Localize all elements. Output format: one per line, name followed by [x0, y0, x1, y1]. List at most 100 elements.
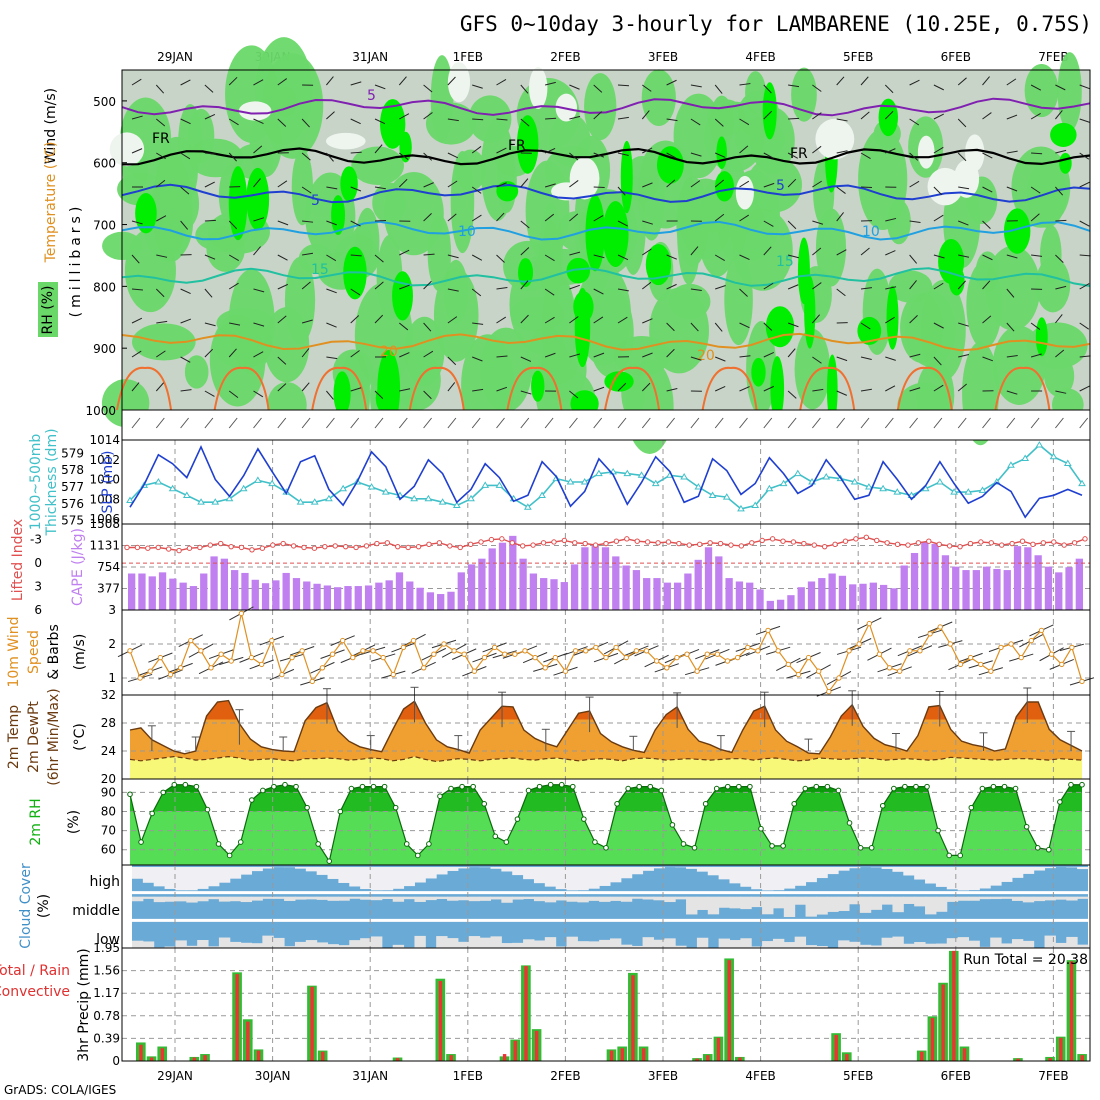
wind10-point [603, 654, 609, 661]
li-point [457, 544, 463, 551]
li-point [759, 537, 765, 544]
rh-blob [588, 287, 634, 378]
y-tick-slp: 1012 [89, 453, 120, 467]
cloud-low-clear [1066, 936, 1078, 948]
rh-point [713, 785, 720, 792]
wind10-point [694, 668, 700, 674]
cloud-high-clear [599, 867, 611, 886]
rh-point [614, 801, 620, 807]
wind10-point [633, 648, 640, 654]
rh-point [1001, 783, 1008, 790]
cloud-mid-clear [240, 896, 252, 903]
cloud-low-clear [903, 943, 915, 948]
y-tick-slp: 1010 [89, 473, 120, 487]
axis-label: 2m Temp [6, 705, 22, 769]
rh-blob-bright [826, 354, 838, 425]
credit-text: GrADS: COLA/IGES [4, 1083, 116, 1097]
cloud-mid-clear [729, 896, 741, 909]
cloud-low-clear [371, 936, 383, 948]
rh-point [902, 783, 908, 790]
wind-barb [398, 76, 407, 86]
rh-point [625, 785, 631, 792]
y-tick-li: 3 [34, 580, 42, 594]
wind-barb [642, 182, 653, 188]
cape-bar [261, 583, 270, 610]
rh-point [293, 783, 299, 790]
rh-point [149, 810, 155, 817]
cloud-mid-clear [1066, 896, 1078, 901]
wind-barb [836, 356, 848, 362]
cloud-mid-clear [718, 896, 730, 908]
cloud-low-clear [935, 943, 948, 948]
wind-barb [399, 284, 410, 290]
rh-blob-bright [573, 291, 594, 323]
wind-barb [714, 84, 723, 94]
cloud-mid-clear [186, 896, 198, 903]
li-point [998, 542, 1005, 548]
cloud-high-clear [610, 867, 622, 883]
point [538, 491, 546, 498]
cape-bar [673, 582, 682, 610]
cloud-high-clear [229, 867, 242, 879]
rh-blob-bright [246, 167, 270, 231]
li-point [842, 538, 849, 544]
cloud-high-clear [544, 867, 557, 887]
wind-barb [933, 84, 944, 91]
cape-bar [354, 586, 362, 610]
surface-barb [957, 417, 967, 429]
wind10-point [390, 671, 397, 678]
rh-blob-dry [917, 135, 935, 169]
surface-barb [1079, 417, 1089, 429]
surface-barb [374, 417, 384, 429]
cloud-low-clear [392, 944, 405, 948]
precip-conv-bar [716, 1037, 721, 1061]
cloud-low-clear [1001, 943, 1013, 948]
axis-label: Cloud Cover [18, 863, 34, 949]
cloud-low-clear [1044, 935, 1056, 948]
cape-bar [272, 580, 280, 610]
li-point [301, 544, 307, 551]
contour-label: 5 [367, 88, 376, 104]
cloud-low-clear [577, 941, 589, 948]
li-point [488, 536, 495, 543]
rh-point [226, 852, 233, 859]
precip-conv-bar [321, 1051, 325, 1061]
point [1049, 452, 1058, 460]
wind-barb [520, 84, 529, 94]
axis-label: 2m RH [28, 798, 44, 845]
li-point [915, 540, 922, 546]
wind-barb [326, 322, 337, 328]
wind-barb [1079, 181, 1090, 188]
wind-barb [787, 178, 797, 188]
y-tick: 600 [93, 157, 116, 171]
rh-point [769, 843, 775, 849]
point [197, 498, 205, 505]
rh-blob-bright [228, 166, 248, 241]
cloud-mid-clear [838, 896, 850, 912]
cloud-low-clear [838, 940, 850, 948]
cloud-high-clear [588, 867, 600, 889]
cloud-high-clear [707, 867, 720, 876]
wind-barb [690, 322, 699, 332]
rh-blob-bright [656, 146, 684, 184]
wind-barb [739, 214, 750, 222]
li-point [218, 540, 224, 547]
cape-bar [416, 587, 424, 610]
wind-barb [909, 152, 919, 161]
y-tick-li: -3 [30, 533, 42, 547]
rh-point [957, 852, 964, 859]
rh-point [857, 845, 864, 851]
li-point [1082, 536, 1088, 542]
wind-barb [277, 315, 287, 324]
cloud-mid-clear [523, 896, 535, 900]
wind-barb [350, 387, 362, 392]
cloud-high-clear [457, 867, 470, 869]
li-point [1019, 538, 1026, 544]
wind-barb [715, 285, 726, 290]
wind-barb [155, 118, 166, 127]
cape-bar [735, 581, 744, 610]
wind10-point [755, 648, 761, 654]
cloud-high-clear [1022, 867, 1035, 874]
wind-barb [714, 179, 725, 188]
date-label-top: 29JAN [157, 50, 193, 64]
